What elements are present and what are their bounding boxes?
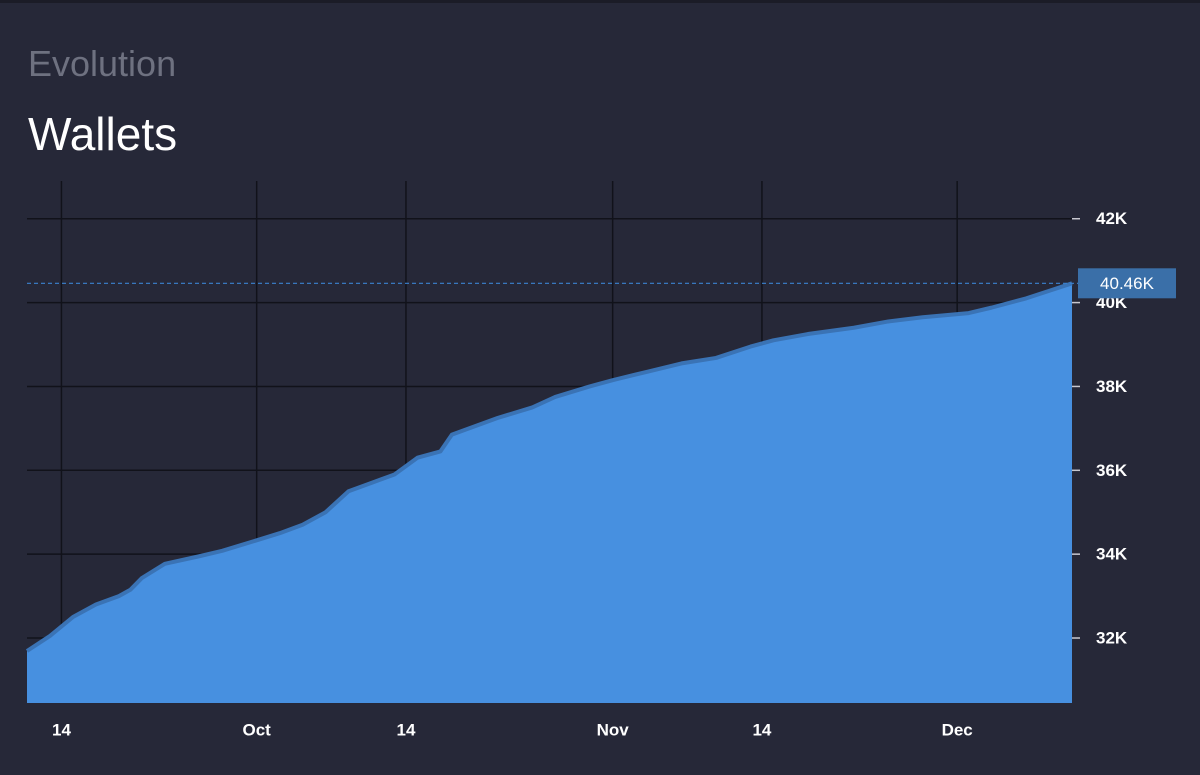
y-tick-label: 38K	[1096, 377, 1128, 396]
chart-title: Wallets	[28, 108, 178, 160]
area	[27, 283, 1072, 703]
subtitle: Evolution	[28, 43, 177, 84]
y-tick-label: 32K	[1096, 628, 1128, 647]
current-value-label: 40.46K	[1100, 274, 1155, 293]
x-tick-label: Oct	[242, 720, 271, 739]
line	[25, 281, 1073, 653]
x-tick-label: 14	[752, 720, 771, 739]
y-tick-label: 42K	[1096, 209, 1128, 228]
x-tick-label: 14	[396, 720, 415, 739]
y-tick-label: 34K	[1096, 545, 1128, 564]
x-tick-label: 14	[52, 720, 71, 739]
x-tick-label: Dec	[942, 720, 973, 739]
current-value-box	[1078, 268, 1176, 299]
y-tick-label: 36K	[1096, 461, 1128, 480]
x-tick-label: Nov	[597, 720, 630, 739]
